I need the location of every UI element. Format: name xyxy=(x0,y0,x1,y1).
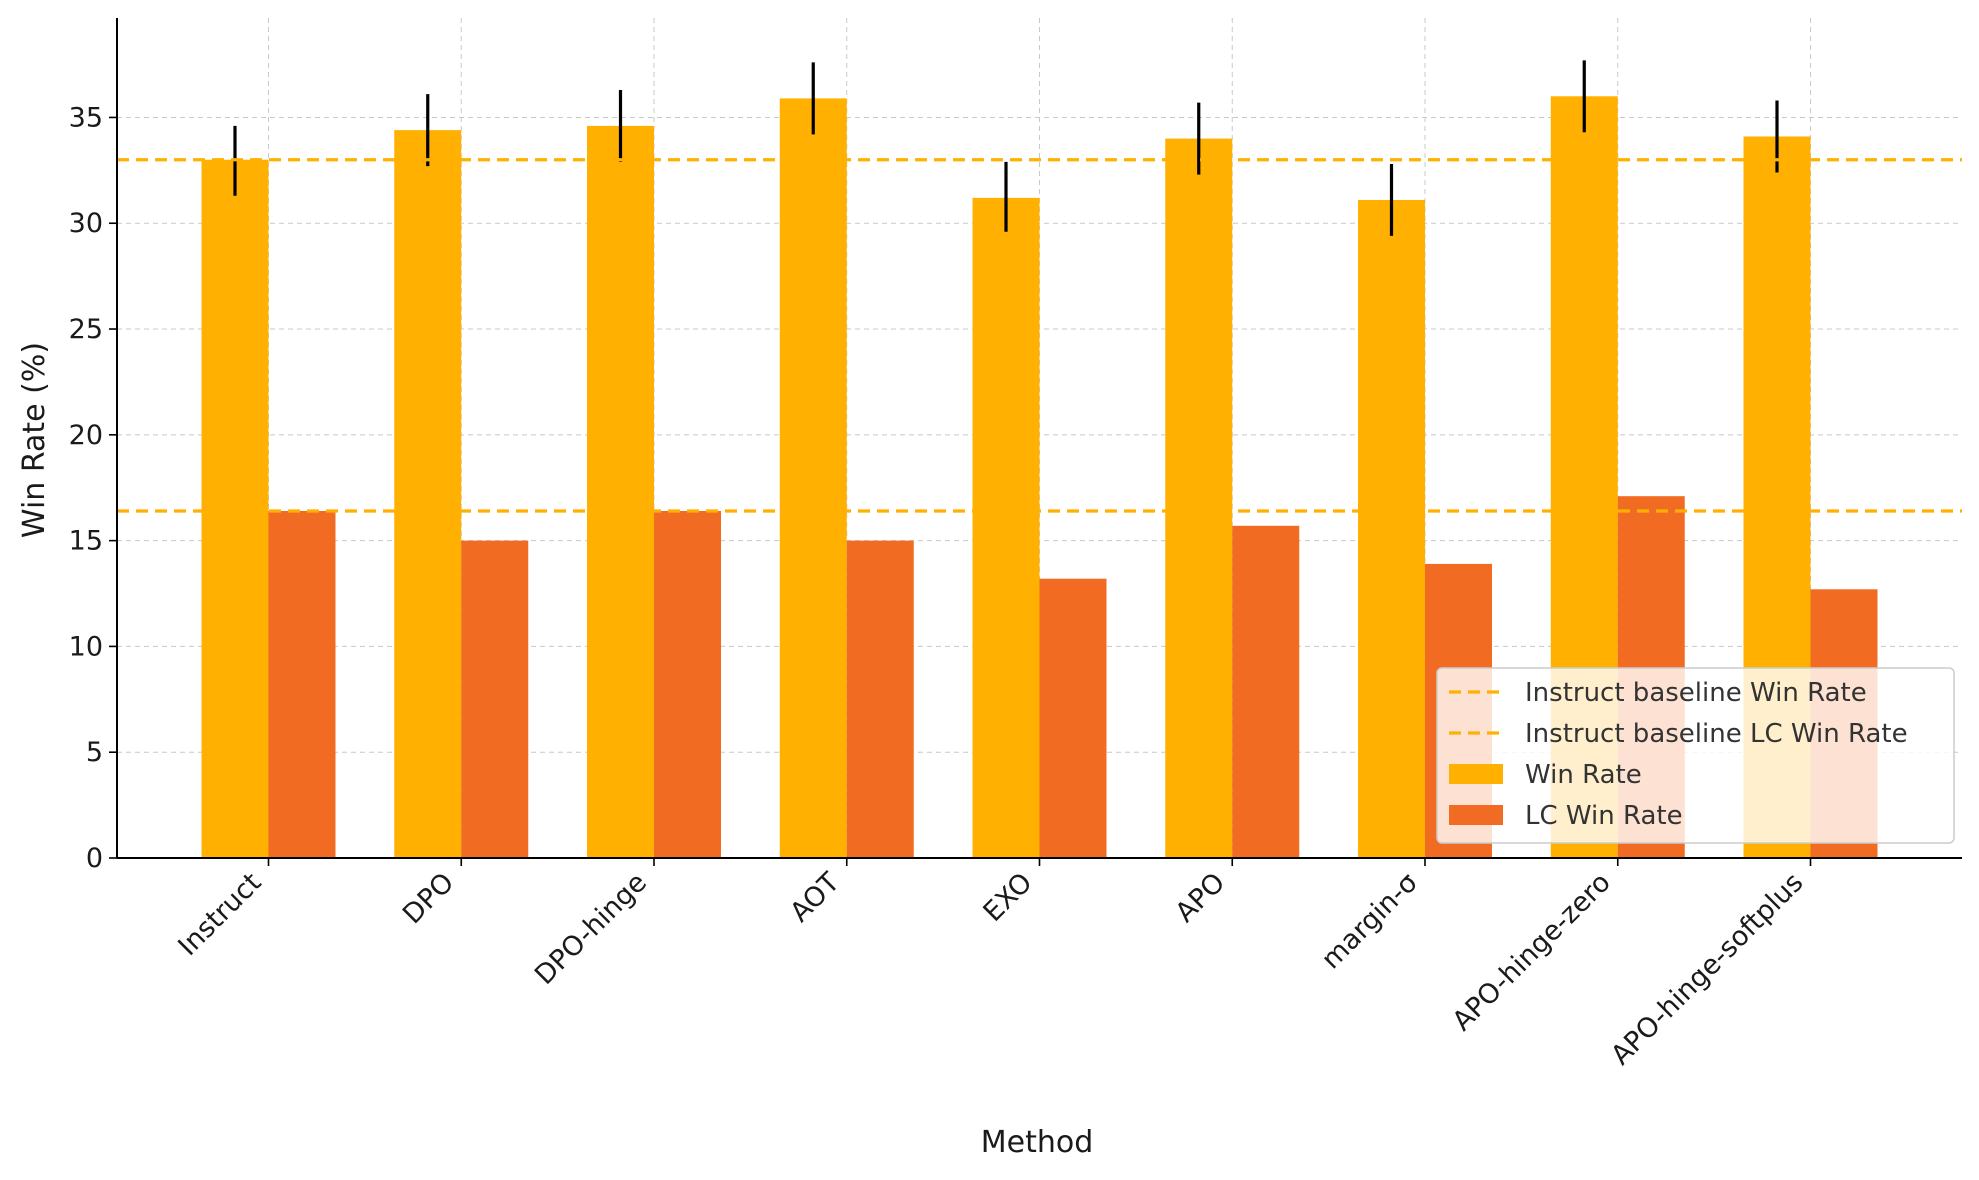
bar-win-rate xyxy=(779,98,847,859)
x-tick-label: APO xyxy=(1170,867,1232,929)
x-axis-label: Method xyxy=(981,1125,1094,1160)
y-tick-label: 5 xyxy=(86,737,103,768)
legend-label: Instruct baseline Win Rate xyxy=(1525,678,1867,708)
legend: Instruct baseline Win Rate Instruct basel… xyxy=(1436,667,1955,844)
bar-win-rate xyxy=(1358,199,1425,859)
legend-swatch-patch xyxy=(1449,764,1503,784)
legend-box xyxy=(1436,667,1955,844)
y-tick-label: 35 xyxy=(69,102,103,133)
bar-win-rate xyxy=(394,130,462,858)
x-tick-label: AOT xyxy=(784,867,846,929)
x-tick-label: DPO-hinge xyxy=(529,867,653,991)
legend-swatch-patch xyxy=(1449,805,1503,825)
x-tick-label: Instruct xyxy=(172,867,267,962)
bar-lc-win-rate xyxy=(268,510,336,858)
x-tick-label: EXO xyxy=(978,867,1039,928)
baseline-lines xyxy=(117,158,1962,513)
x-axis-ticks: Instruct DPO DPO-hinge AOT EXO APO margin-σ APO… xyxy=(172,858,1812,1071)
y-axis-ticks: 0 5 10 15 20 25 30 35 xyxy=(69,102,117,874)
bar-lc-win-rate xyxy=(461,540,529,858)
bar-win-rate xyxy=(201,159,269,858)
y-axis-label: Win Rate (%) xyxy=(17,342,52,538)
bar-win-rate xyxy=(972,197,1040,858)
bar-win-rate xyxy=(587,125,654,859)
y-tick-label: 10 xyxy=(69,631,103,662)
y-tick-label: 0 xyxy=(86,843,103,874)
bar-lc-win-rate xyxy=(1039,578,1107,858)
y-tick-label: 25 xyxy=(69,314,103,345)
legend-label: Win Rate xyxy=(1525,760,1642,790)
y-tick-label: 15 xyxy=(69,526,103,557)
x-tick-label: APO-hinge-zero xyxy=(1447,867,1617,1037)
y-tick-label: 30 xyxy=(69,208,103,239)
y-tick-label: 20 xyxy=(69,420,103,451)
bar-lc-win-rate xyxy=(846,540,914,858)
bar-lc-win-rate xyxy=(654,510,721,858)
x-tick-label: DPO xyxy=(397,867,460,930)
error-bars xyxy=(233,60,1779,236)
legend-label: Instruct baseline LC Win Rate xyxy=(1525,719,1908,749)
legend-label: LC Win Rate xyxy=(1525,801,1683,831)
bar-lc-win-rate xyxy=(1232,525,1300,858)
bar-win-rate xyxy=(1165,138,1233,858)
x-tick-label: margin-σ xyxy=(1316,867,1424,975)
x-tick-label: APO-hinge-softplus xyxy=(1605,867,1809,1071)
